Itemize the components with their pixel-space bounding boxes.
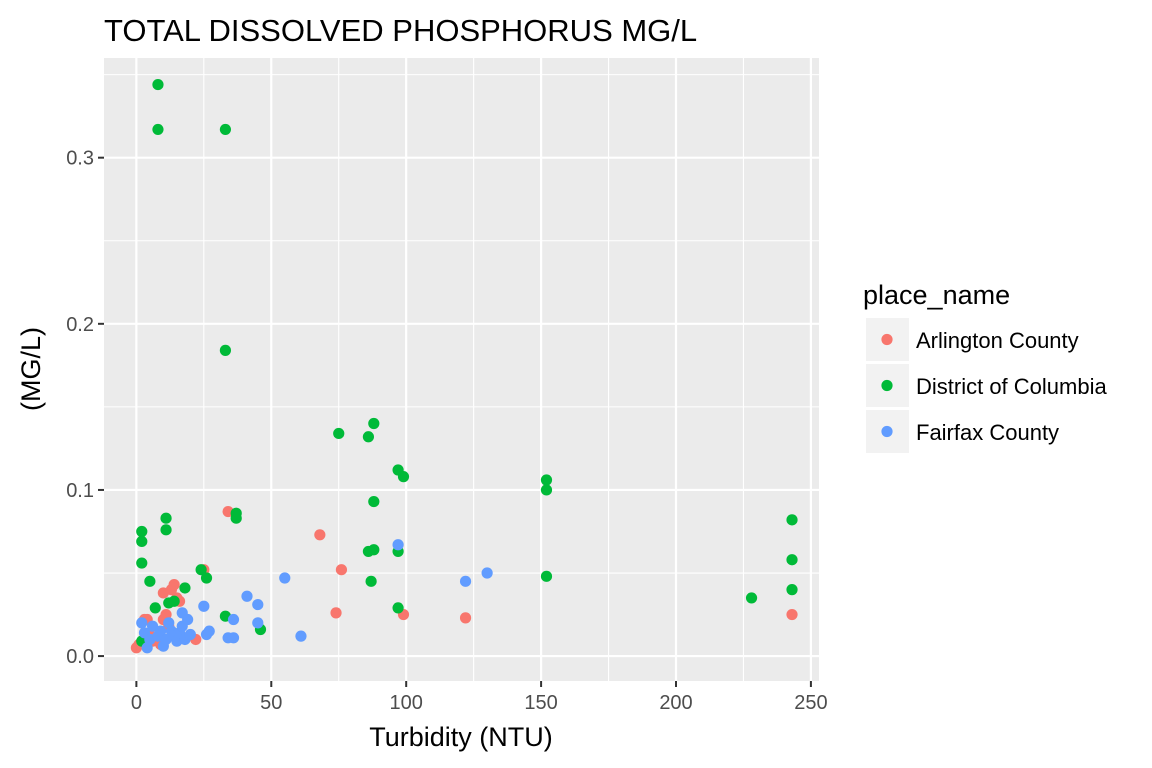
point-district-of-columbia [397, 471, 410, 483]
point-district-of-columbia [786, 514, 798, 526]
point-district-of-columbia [540, 474, 553, 486]
point-fairfax-county [198, 600, 210, 612]
legend-label-arlington-county: Arlington County [916, 328, 1079, 353]
point-district-of-columbia [230, 512, 242, 524]
point-fairfax-county [182, 613, 194, 626]
legend-label-fairfax-county: Fairfax County [916, 420, 1059, 445]
point-district-of-columbia [333, 427, 345, 440]
point-arlington-county [168, 579, 180, 591]
point-district-of-columbia [195, 564, 207, 576]
point-district-of-columbia [160, 524, 172, 536]
x-tick-label: 250 [794, 692, 827, 714]
point-arlington-county [459, 612, 472, 624]
point-fairfax-county [184, 628, 196, 641]
point-district-of-columbia [365, 575, 377, 587]
point-fairfax-county [136, 617, 148, 629]
point-fairfax-county [146, 620, 159, 632]
x-axis-ticks: 0 50 100 150 200 250 [131, 681, 828, 714]
point-district-of-columbia [745, 592, 758, 604]
point-fairfax-county [481, 567, 493, 579]
point-arlington-county [314, 529, 326, 541]
point-district-of-columbia [136, 525, 148, 538]
point-arlington-county [335, 564, 348, 576]
point-district-of-columbia [136, 535, 148, 548]
y-axis-ticks: 0.0 0.1 0.2 0.3 [66, 148, 104, 668]
point-district-of-columbia [362, 431, 375, 443]
point-district-of-columbia [219, 344, 232, 356]
x-tick-label: 100 [390, 692, 423, 714]
point-district-of-columbia [368, 544, 380, 556]
legend-title: place_name [863, 280, 1010, 310]
x-tick-label: 200 [659, 692, 692, 714]
point-fairfax-county [295, 630, 307, 642]
x-axis-title: Turbidity (NTU) [369, 722, 553, 752]
point-fairfax-county [252, 617, 264, 629]
y-tick-label: 0.2 [66, 314, 94, 336]
data-points [130, 78, 798, 654]
legend: place_name Arlington County District of C… [863, 280, 1107, 453]
point-fairfax-county [241, 590, 253, 602]
point-fairfax-county [227, 632, 240, 644]
point-fairfax-county [252, 598, 264, 611]
point-district-of-columbia [786, 554, 798, 566]
y-tick-label: 0.3 [66, 148, 94, 170]
point-fairfax-county [227, 613, 240, 626]
point-arlington-county [330, 607, 342, 619]
plot-panel [104, 58, 819, 681]
legend-swatch-arlington-county [881, 333, 893, 346]
point-district-of-columbia [368, 495, 380, 508]
legend-swatch-fairfax-county [881, 425, 893, 438]
point-fairfax-county [392, 539, 404, 551]
x-tick-label: 50 [260, 692, 282, 714]
y-axis-title: (MG/L) [16, 327, 46, 411]
y-tick-label: 0.0 [66, 646, 94, 668]
point-district-of-columbia [368, 417, 380, 430]
minor-gridlines [104, 58, 819, 681]
point-district-of-columbia [540, 484, 553, 496]
point-district-of-columbia [149, 602, 161, 614]
point-arlington-county [786, 608, 798, 621]
point-district-of-columbia [200, 572, 213, 584]
point-district-of-columbia [168, 595, 180, 607]
x-tick-label: 150 [524, 692, 557, 714]
point-fairfax-county [203, 625, 215, 637]
point-district-of-columbia [144, 575, 156, 587]
point-district-of-columbia [152, 78, 164, 91]
y-tick-label: 0.1 [66, 480, 94, 502]
legend-swatch-district-of-columbia [881, 379, 893, 392]
point-district-of-columbia [540, 570, 553, 582]
point-district-of-columbia [136, 557, 148, 569]
point-fairfax-county [155, 625, 167, 637]
point-fairfax-county [279, 572, 291, 584]
point-district-of-columbia [392, 602, 404, 614]
x-tick-label: 0 [131, 692, 142, 714]
chart-title: TOTAL DISSOLVED PHOSPHORUS MG/L [104, 13, 697, 48]
point-fairfax-county [459, 575, 472, 587]
legend-label-district-of-columbia: District of Columbia [916, 374, 1107, 399]
point-district-of-columbia [179, 582, 191, 594]
point-district-of-columbia [152, 123, 164, 136]
point-district-of-columbia [160, 512, 172, 524]
point-district-of-columbia [219, 123, 232, 136]
point-district-of-columbia [786, 584, 798, 596]
